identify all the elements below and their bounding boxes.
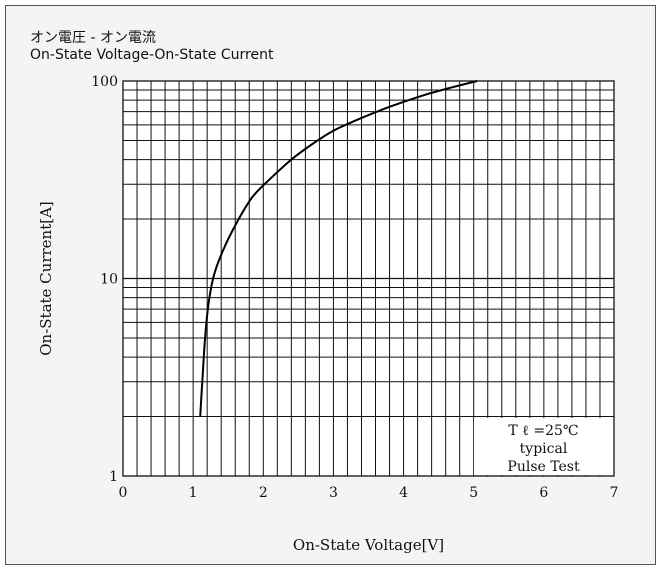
x-axis-label: On-State Voltage[V] [293,536,444,554]
annotation-pulse-test: Pulse Test [507,459,580,475]
x-tick-label: 2 [259,485,268,501]
annotation-box [474,418,613,475]
chart-title: オン電圧 - オン電流 [30,30,156,46]
grid [123,81,614,476]
y-axis-label: On-State Current[A] [37,201,55,356]
y-tick-labels: 1 10 100 [91,74,118,485]
annotation-temperature: T ℓ =25℃ [508,423,578,439]
y-tick-label: 10 [100,272,118,288]
plot-border [122,80,615,477]
annotation-typical: typical [520,441,568,457]
x-tick-label: 7 [610,485,619,501]
x-tick-label: 4 [399,485,408,501]
x-tick-label: 3 [329,485,338,501]
x-tick-label: 6 [539,485,548,501]
x-tick-label: 1 [189,485,198,501]
x-tick-label: 0 [119,485,128,501]
y-tick-label: 1 [109,469,118,485]
series-line [199,80,478,417]
y-tick-label: 100 [91,74,118,90]
x-tick-label: 5 [469,485,478,501]
chart-subtitle: On-State Voltage-On-State Current [30,47,274,63]
x-tick-labels: 0 1 2 3 4 5 6 7 [119,485,619,501]
